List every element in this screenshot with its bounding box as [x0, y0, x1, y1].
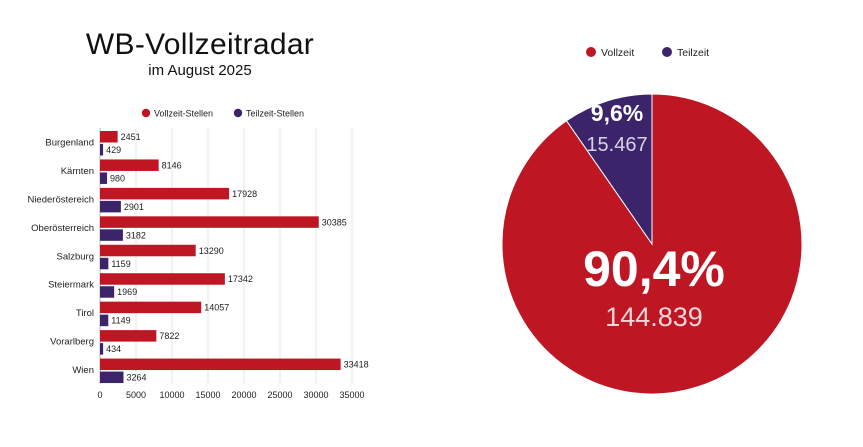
legend-label: Vollzeit: [601, 47, 634, 59]
x-tick-label: 30000: [303, 390, 328, 400]
bar-vollzeit: [100, 244, 196, 257]
title-block: WB-Vollzeitradar im August 2025: [60, 28, 340, 80]
pie-percent-label-teilzeit: 9,6%: [591, 100, 643, 126]
pie-value-label-vollzeit: 144.839: [605, 302, 703, 332]
category-label: Oberösterreich: [31, 223, 94, 234]
bar-value-label: 429: [106, 145, 121, 155]
bar-teilzeit: [100, 229, 123, 241]
bar-teilzeit: [100, 343, 104, 355]
bar-value-label: 3264: [127, 373, 147, 383]
bar-value-label: 14057: [204, 303, 229, 313]
pie-legend: Vollzeit Teilzeit: [586, 47, 709, 59]
page-subtitle: im August 2025: [148, 62, 252, 79]
bar-teilzeit: [100, 172, 108, 184]
bar-value-label: 7822: [159, 331, 179, 341]
category-label: Salzburg: [57, 251, 95, 262]
category-label: Tirol: [76, 308, 94, 319]
bar-value-label: 2451: [121, 132, 141, 142]
category-label: Wien: [72, 365, 94, 376]
bar-value-label: 2901: [124, 202, 144, 212]
legend-marker: [141, 108, 151, 118]
pie-percent-label-vollzeit: 90,4%: [583, 241, 725, 297]
category-label: Steiermark: [48, 280, 94, 291]
category-label: Niederöstereich: [27, 194, 94, 205]
legend-marker: [586, 47, 596, 57]
legend-label: Teilzeit: [677, 47, 709, 59]
legend-marker: [662, 47, 672, 57]
bar-value-label: 33418: [344, 360, 369, 370]
bar-value-label: 8146: [162, 160, 182, 170]
bar-value-label: 1149: [111, 316, 130, 326]
bar-teilzeit: [100, 286, 115, 298]
category-label: Vorarlberg: [50, 337, 94, 348]
legend-label: Teilzeit-Stellen: [246, 109, 304, 119]
bar-value-label: 13290: [199, 246, 224, 256]
x-tick-label: 0: [97, 390, 102, 400]
x-tick-label: 20000: [231, 390, 256, 400]
bar-teilzeit: [100, 314, 109, 327]
bar-vollzeit: [100, 159, 159, 171]
bar-value-label: 980: [110, 173, 125, 183]
bar-teilzeit: [100, 371, 124, 384]
bar-value-label: 17342: [228, 274, 253, 284]
legend-label: Vollzeit-Stellen: [154, 109, 213, 119]
bar-legend: Vollzeit-Stellen Teilzeit-Stellen: [141, 108, 304, 119]
bar-teilzeit: [100, 257, 109, 270]
x-tick-label: 5000: [126, 390, 146, 400]
bar-vollzeit: [100, 131, 118, 143]
bar-value-label: 1969: [117, 287, 137, 297]
bar-vollzeit: [100, 187, 230, 200]
bar-teilzeit: [100, 144, 104, 156]
bar-teilzeit: [100, 200, 121, 213]
bar-vollzeit: [100, 358, 341, 371]
category-label: Burgenland: [45, 138, 94, 149]
bar-value-label: 30385: [322, 217, 347, 227]
bar-value-label: 1159: [111, 259, 130, 269]
bar-vollzeit: [100, 301, 202, 314]
legend-marker: [233, 108, 243, 118]
category-label: Kärnten: [61, 166, 94, 177]
page-title: WB-Vollzeitradar: [85, 28, 315, 61]
bar-vollzeit: [100, 330, 157, 342]
x-tick-label: 10000: [159, 390, 184, 400]
x-tick-label: 25000: [267, 390, 292, 400]
bar-vollzeit: [100, 273, 225, 285]
bar-value-label: 434: [106, 344, 121, 354]
bar-value-label: 3182: [126, 230, 146, 240]
bar-value-label: 17928: [232, 189, 257, 199]
pie-slice-teilzeit: [565, 93, 653, 246]
x-tick-label: 15000: [195, 390, 220, 400]
pie-value-label-teilzeit: 15.467: [586, 134, 647, 156]
bar-vollzeit: [100, 216, 319, 228]
x-tick-label: 35000: [339, 390, 364, 400]
